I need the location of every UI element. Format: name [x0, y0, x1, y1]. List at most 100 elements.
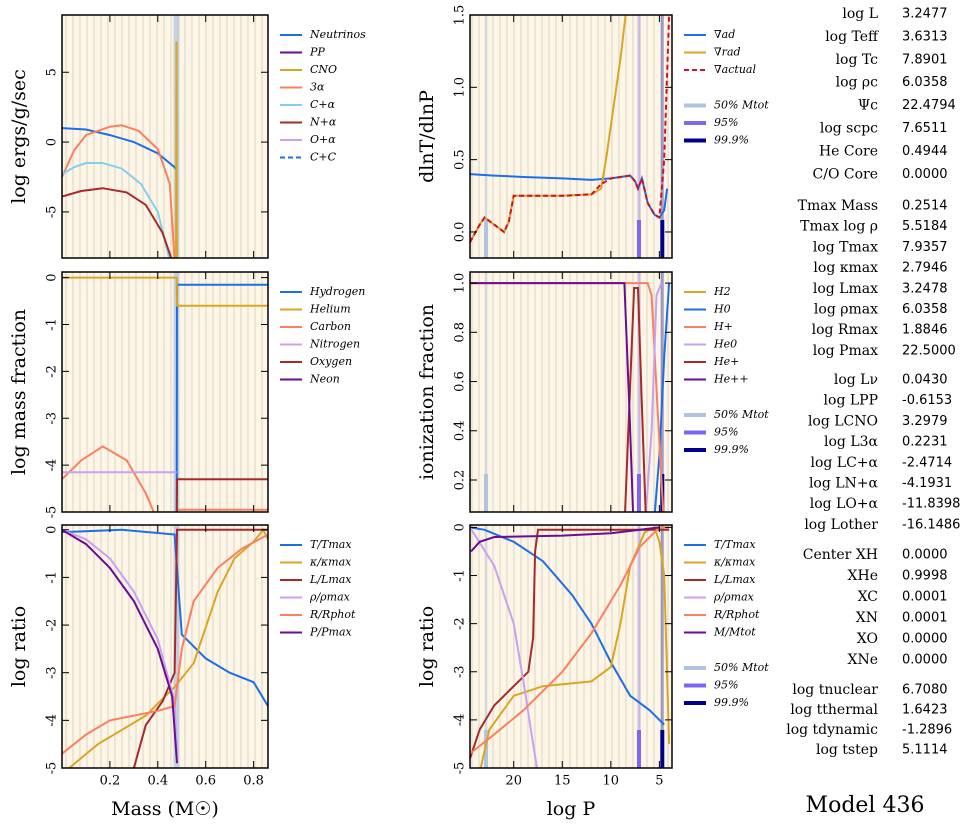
y-axis-label: log ratio — [8, 606, 30, 687]
stat-value: 6.7080 — [902, 683, 948, 698]
y-tick-label: 1.0 — [453, 273, 468, 294]
y-axis-label: log mass fraction — [8, 309, 30, 475]
x-tick-label: 15 — [554, 774, 571, 789]
stat-label: Tmax Mass — [798, 198, 878, 214]
x-tick-label: 0.2 — [100, 774, 121, 789]
stat-value: -16.1486 — [902, 517, 960, 532]
legend-label: 95% — [714, 679, 738, 692]
legend-label: He++ — [713, 373, 749, 386]
stat-label: XHe — [848, 568, 878, 584]
y-tick-label: 0 — [45, 273, 60, 281]
stat-value: 0.0430 — [902, 373, 948, 388]
stat-label: log ρmax — [814, 302, 878, 318]
zone-lines — [470, 15, 672, 258]
legend-label: H0 — [713, 303, 731, 316]
legend-label: Oxygen — [310, 355, 352, 368]
stat-value: 0.0000 — [902, 548, 948, 563]
y-tick-label: -5 — [45, 506, 60, 519]
stat-value: 6.0358 — [902, 75, 948, 90]
stat-label: log Tc — [836, 52, 879, 68]
stat-label: log Lmax — [813, 281, 878, 297]
y-axis-label: log ergs/g/sec — [8, 69, 30, 204]
plot-frame — [469, 14, 673, 259]
series-line — [68, 527, 268, 768]
legend-label: He+ — [713, 355, 739, 368]
legend-label: 95% — [714, 426, 738, 439]
series-line — [62, 124, 176, 258]
y-tick-label: 1.5 — [453, 5, 468, 26]
stat-value: 0.2231 — [902, 435, 948, 450]
stat-value: 22.5000 — [902, 343, 956, 358]
legend-label: PP — [309, 46, 325, 59]
y-axis-label: ionization fraction — [416, 304, 438, 480]
y-tick-label: -3 — [453, 665, 468, 678]
stat-value: -0.6153 — [902, 393, 952, 408]
stat-label: XC — [858, 589, 878, 605]
plot-frame — [61, 14, 269, 259]
stat-label: log Teff — [825, 29, 879, 45]
plot-area — [470, 525, 671, 768]
series-line — [62, 445, 268, 512]
stat-value: 7.8901 — [902, 52, 948, 67]
legend-label: He0 — [713, 338, 737, 351]
legend-label: 95% — [714, 116, 738, 129]
legend-label: Neon — [309, 373, 340, 386]
stat-label: log L — [842, 6, 878, 22]
y-tick-label: -5 — [45, 206, 60, 219]
series-line — [62, 533, 268, 755]
legend-label: 50% Mtot — [714, 661, 769, 674]
legend-label: M/Mtot — [713, 626, 756, 639]
plot-frame — [469, 271, 673, 513]
y-tick-label: -3 — [45, 412, 60, 425]
y-axis-label: log ratio — [416, 606, 438, 687]
plot-frame — [61, 524, 269, 769]
y-tick-label: 5 — [45, 68, 60, 76]
stat-label: log L3α — [824, 434, 879, 450]
stat-value: 3.2477 — [902, 7, 948, 22]
zone-lines — [470, 525, 672, 768]
y-tick-label: 0 — [453, 523, 468, 531]
stat-value: 5.5184 — [902, 219, 948, 234]
stat-label: log Tmax — [813, 239, 878, 255]
legend-label: ρ/ρmax — [309, 591, 351, 604]
plot-area — [470, 272, 671, 512]
stat-value: 0.0001 — [902, 611, 948, 626]
y-tick-label: -1 — [45, 571, 60, 584]
y-tick-label: 0.8 — [453, 322, 468, 343]
stat-label: log LCNO — [808, 413, 878, 429]
stat-label: Center XH — [803, 547, 878, 563]
stat-value: 0.0000 — [902, 653, 948, 668]
stat-label: log tnuclear — [792, 682, 878, 698]
legend-label: 99.9% — [714, 696, 749, 709]
y-tick-label: -5 — [453, 762, 468, 775]
stat-label: log tthermal — [790, 702, 878, 718]
y-tick-label: 0 — [45, 138, 60, 146]
x-tick-label: 20 — [505, 774, 522, 789]
legend-label: Carbon — [310, 320, 351, 333]
legend-label: H2 — [713, 285, 731, 298]
x-tick-label: 5 — [655, 774, 663, 789]
series-line — [62, 528, 268, 707]
legend-label: O+α — [310, 133, 336, 146]
series-line — [479, 525, 671, 768]
model-label: Model 436 — [806, 793, 925, 818]
legend-label: T/Tmax — [714, 538, 756, 551]
y-tick-label: -2 — [453, 617, 468, 630]
stat-value: 1.8846 — [902, 323, 948, 338]
series-line — [175, 41, 178, 258]
y-tick-label: -5 — [45, 762, 60, 775]
series-line — [470, 526, 665, 726]
stat-value: 5.1114 — [902, 743, 948, 758]
legend-label: 99.9% — [714, 443, 749, 456]
legend-label: κ/κmax — [309, 556, 352, 569]
series-line — [62, 162, 171, 258]
plot-frame — [61, 271, 269, 513]
legend-label: ρ/ρmax — [713, 591, 755, 604]
series-line — [624, 287, 647, 512]
stat-label: log ρc — [836, 75, 879, 91]
stat-label: log LC+α — [810, 455, 878, 471]
stat-value: 3.2478 — [902, 281, 948, 296]
series-line — [62, 528, 178, 764]
legend-label: CNO — [310, 63, 337, 76]
